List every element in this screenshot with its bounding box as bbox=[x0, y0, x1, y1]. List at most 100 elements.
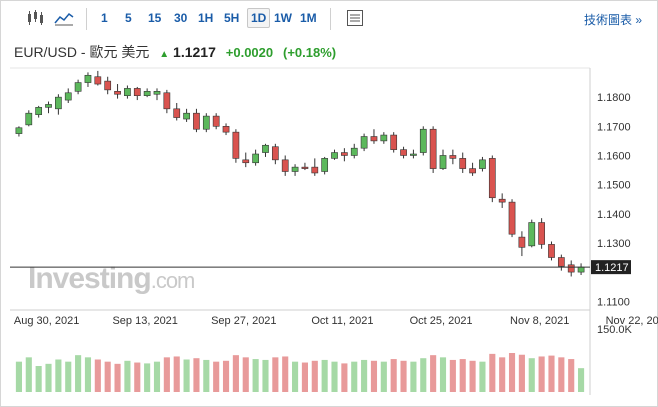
volume-bar bbox=[341, 363, 348, 392]
area-chart-icon[interactable] bbox=[54, 9, 74, 27]
candle-body bbox=[25, 112, 33, 126]
volume-bar bbox=[153, 361, 161, 392]
time-tick-label: Nov 8, 2021 bbox=[510, 315, 569, 327]
price-tick-label: 1.1700 bbox=[597, 121, 631, 133]
candle-body bbox=[193, 112, 200, 130]
candle-body bbox=[400, 149, 407, 156]
volume-bar bbox=[331, 361, 338, 392]
volume-bar bbox=[292, 361, 299, 392]
candle-body bbox=[45, 104, 52, 108]
volume-bar bbox=[173, 356, 180, 392]
volume-bar bbox=[568, 359, 575, 392]
candle-body bbox=[479, 159, 486, 169]
volume-bar bbox=[222, 360, 230, 392]
candle-body bbox=[212, 115, 220, 127]
timeframe-1[interactable]: 1 bbox=[101, 11, 108, 25]
table-view-icon[interactable] bbox=[346, 9, 364, 27]
volume-bar bbox=[35, 366, 42, 392]
time-tick-label: Nov 22, 2021 bbox=[606, 315, 658, 327]
volume-bar bbox=[410, 361, 417, 392]
timeframe-1h[interactable]: 1H bbox=[198, 11, 214, 25]
candle-body bbox=[183, 112, 190, 120]
volume-bar bbox=[518, 354, 525, 392]
candle-body bbox=[84, 74, 92, 83]
timeframe-1d[interactable]: 1D bbox=[247, 8, 271, 28]
time-tick-label: Aug 30, 2021 bbox=[14, 315, 79, 327]
volume-bar bbox=[262, 359, 269, 392]
quote-header: EUR/USD - 歐元 美元 ▲ 1.1217 +0.0020 (+0.18%… bbox=[14, 42, 336, 62]
candle-body bbox=[439, 155, 447, 169]
volume-bar bbox=[400, 360, 407, 392]
candle-body bbox=[124, 88, 131, 96]
price-tick-label: 1.1800 bbox=[597, 92, 631, 104]
candle-body bbox=[222, 126, 230, 133]
volume-bars-group bbox=[15, 353, 585, 392]
timeframe-5h[interactable]: 5H bbox=[224, 11, 240, 25]
volume-bar bbox=[252, 359, 259, 392]
time-tick-label: Sep 13, 2021 bbox=[112, 315, 177, 327]
volume-bar bbox=[361, 359, 368, 392]
candle-body bbox=[35, 107, 43, 115]
timeframe-1m[interactable]: 1M bbox=[300, 11, 317, 25]
time-tick-label: Oct 11, 2021 bbox=[311, 315, 373, 327]
candle-body bbox=[370, 136, 378, 142]
candle-body bbox=[410, 153, 417, 156]
candle-body bbox=[360, 136, 368, 149]
volume-bar bbox=[380, 361, 387, 392]
candlestick-chart-icon[interactable] bbox=[26, 9, 44, 27]
volume-max-label: 150.0K bbox=[597, 324, 633, 336]
pair-separator: - bbox=[77, 44, 90, 60]
volume-bar bbox=[301, 362, 308, 392]
volume-bar bbox=[193, 358, 200, 392]
volume-bar bbox=[114, 363, 121, 392]
volume-bar bbox=[528, 358, 535, 392]
volume-bar bbox=[469, 360, 476, 392]
volume-bar bbox=[548, 355, 555, 392]
candle-body bbox=[390, 134, 398, 150]
volume-bar bbox=[84, 357, 92, 392]
up-arrow-icon: ▲ bbox=[159, 49, 170, 60]
volume-bar bbox=[163, 357, 170, 392]
timeframe-15[interactable]: 15 bbox=[148, 11, 162, 25]
volume-bar bbox=[282, 356, 289, 392]
time-tick-label: Sep 27, 2021 bbox=[211, 315, 276, 327]
volume-bar bbox=[311, 360, 318, 392]
volume-bar bbox=[390, 359, 397, 392]
volume-bar bbox=[232, 355, 239, 392]
candle-body bbox=[498, 198, 506, 203]
last-price: 1.1217 bbox=[173, 44, 216, 60]
volume-bar bbox=[321, 359, 328, 392]
volume-bar bbox=[124, 360, 131, 392]
volume-bar bbox=[459, 359, 466, 392]
candle-body bbox=[153, 91, 161, 95]
candle-body bbox=[449, 155, 457, 159]
volume-bar bbox=[183, 359, 190, 392]
candle-body bbox=[64, 92, 72, 101]
pair-name: 歐元 美元 bbox=[89, 44, 150, 60]
timeframe-1w[interactable]: 1W bbox=[274, 11, 292, 25]
candle-body bbox=[133, 88, 141, 96]
volume-bar bbox=[508, 353, 516, 392]
toolbar-divider bbox=[86, 8, 87, 30]
candle-body bbox=[55, 96, 62, 110]
candle-body bbox=[419, 128, 427, 153]
candle-body bbox=[469, 168, 476, 174]
volume-bar bbox=[65, 361, 72, 392]
price-change: +0.0020 bbox=[225, 45, 274, 60]
volume-bar bbox=[45, 363, 52, 392]
candle-body bbox=[508, 201, 516, 235]
candle-body bbox=[459, 158, 467, 169]
candle-body bbox=[173, 108, 181, 118]
candle-body bbox=[331, 152, 338, 159]
technical-chart-link[interactable]: 技術圖表 » bbox=[583, 13, 642, 27]
candle-body bbox=[252, 153, 259, 164]
candle-body bbox=[202, 115, 210, 130]
volume-bar bbox=[94, 359, 101, 392]
timeframe-30[interactable]: 30 bbox=[174, 11, 188, 25]
candle-body bbox=[74, 82, 82, 92]
volume-bar bbox=[449, 359, 456, 392]
volume-bar bbox=[75, 355, 82, 392]
price-tick-label: 1.1600 bbox=[597, 150, 631, 162]
volume-bar bbox=[213, 361, 220, 392]
timeframe-5[interactable]: 5 bbox=[125, 11, 132, 25]
